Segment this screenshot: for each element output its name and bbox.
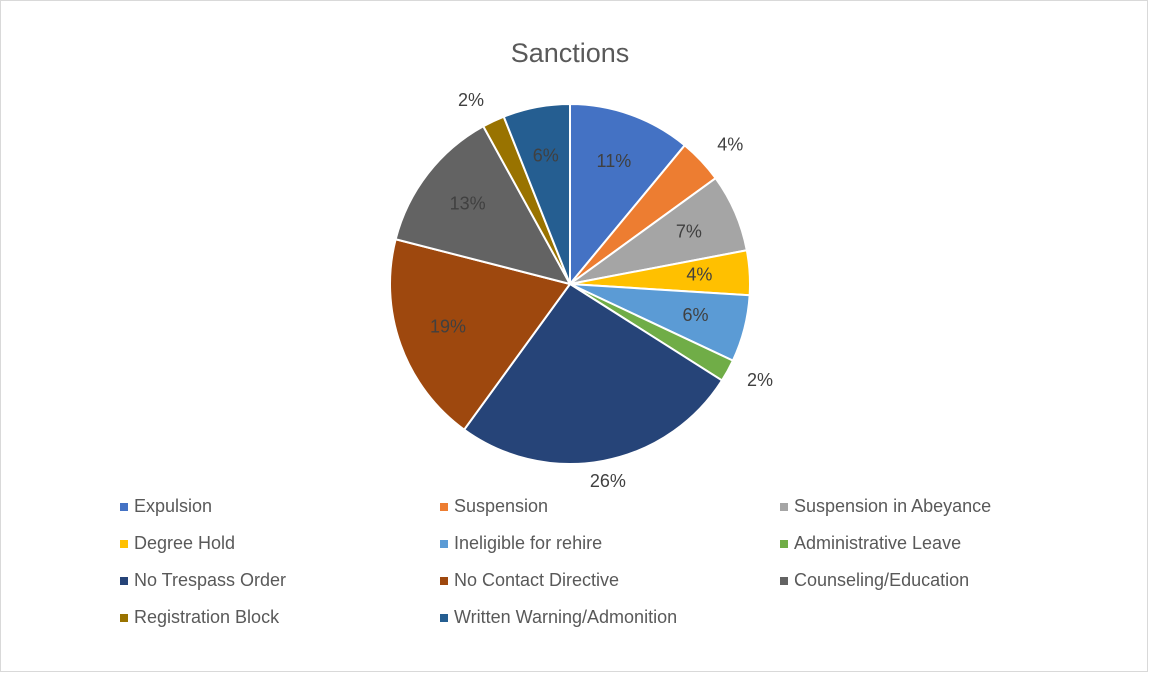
data-label: 11% — [597, 151, 632, 171]
legend-label: Administrative Leave — [794, 533, 961, 553]
data-label: 6% — [683, 305, 709, 325]
legend-swatch — [120, 614, 128, 622]
data-label: 2% — [747, 370, 773, 390]
legend-label: Suspension in Abeyance — [794, 496, 991, 516]
legend-label: Suspension — [454, 496, 548, 516]
legend-label: No Trespass Order — [134, 570, 286, 590]
legend-swatch — [440, 614, 448, 622]
data-label: 19% — [430, 317, 466, 337]
pie-slice — [394, 124, 572, 286]
legend-swatch — [120, 577, 128, 585]
legend-label: Registration Block — [134, 607, 280, 627]
data-label: 13% — [450, 193, 486, 213]
legend-swatch — [440, 540, 448, 548]
pie-slice — [462, 282, 724, 465]
legend-label: No Contact Directive — [454, 570, 619, 590]
legend-label: Written Warning/Admonition — [454, 607, 677, 627]
data-label: 26% — [590, 471, 626, 491]
legend-swatch — [780, 503, 788, 511]
data-label: 6% — [533, 145, 559, 165]
legend-label: Degree Hold — [134, 533, 235, 553]
legend-label: Ineligible for rehire — [454, 533, 602, 553]
legend-swatch — [440, 577, 448, 585]
legend-swatch — [780, 577, 788, 585]
data-label: 2% — [458, 90, 484, 110]
pie-slice — [502, 102, 571, 285]
pie-slice — [569, 102, 687, 287]
legend-swatch — [120, 503, 128, 511]
legend-swatch — [780, 540, 788, 548]
legend-label: Expulsion — [134, 496, 212, 516]
chart-title: Sanctions — [511, 38, 630, 68]
data-label: 4% — [717, 134, 743, 154]
legend-label: Counseling/Education — [794, 570, 969, 590]
pie-slice — [389, 238, 572, 432]
data-label: 7% — [676, 221, 702, 241]
legend-swatch — [120, 540, 128, 548]
legend-swatch — [440, 503, 448, 511]
data-label: 4% — [686, 265, 712, 285]
